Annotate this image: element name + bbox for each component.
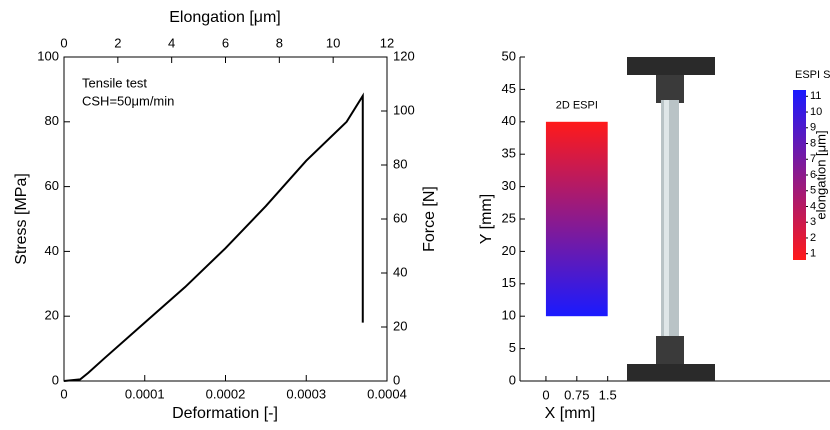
colorbar-tick-label: 11	[810, 90, 821, 102]
colorbar-title: ESPI Scale	[795, 69, 830, 81]
y-tick-label: 60	[45, 178, 59, 193]
y-tick-label: 20	[502, 243, 516, 258]
x2-tick-label: 6	[222, 35, 229, 50]
x2-title: Elongation [μm]	[169, 9, 281, 26]
y-title: Stress [MPa]	[13, 173, 30, 265]
colorbar-tick-label: 1	[810, 248, 816, 260]
x2-tick-label: 2	[114, 35, 121, 50]
x-tick-label: 0.0004	[367, 386, 407, 401]
x2-tick-label: 4	[168, 35, 175, 50]
y-tick-label: 20	[45, 308, 59, 323]
y-tick-label: 80	[45, 113, 59, 128]
x-tick-label: 1.5	[599, 387, 617, 402]
y-tick-label: 15	[502, 275, 516, 290]
colorbar-tick-label: 9	[810, 122, 816, 134]
y-tick-label: 0	[509, 372, 516, 387]
y-tick-label: 5	[509, 340, 516, 355]
x2-tick-label: 8	[276, 35, 283, 50]
data-line	[63, 92, 364, 382]
y2-tick-label: 0	[393, 372, 400, 387]
y2-tick-label: 120	[393, 48, 415, 63]
y-tick-label: 10	[502, 308, 516, 323]
colorbar-tick-label: 4	[810, 200, 816, 212]
x-tick-label: 0	[60, 386, 67, 401]
y-tick-label: 35	[502, 146, 516, 161]
y-tick-label: 30	[502, 178, 516, 193]
x-tick-label: 0.0002	[206, 386, 246, 401]
y-tick-label: 25	[502, 210, 516, 225]
espi-region	[545, 121, 608, 317]
y2-tick-label: 60	[393, 210, 407, 225]
y-title: Y [mm]	[478, 194, 495, 244]
y-tick-label: 100	[37, 48, 59, 63]
x-title: X [mm]	[545, 405, 596, 422]
y2-tick-label: 40	[393, 264, 407, 279]
y2-tick-label: 20	[393, 318, 407, 333]
y-tick-label: 45	[502, 81, 516, 96]
y-tick-label: 40	[502, 113, 516, 128]
x-tick-label: 0.75	[564, 387, 589, 402]
x-title: Deformation [-]	[172, 405, 278, 422]
colorbar-tick-label: 5	[810, 185, 816, 197]
x2-tick-label: 0	[60, 35, 67, 50]
x-tick-label: 0.0003	[286, 386, 326, 401]
x-tick-label: 0	[542, 387, 549, 402]
annotation: CSH=50μm/min	[82, 93, 174, 108]
specimen-photo	[627, 57, 715, 381]
colorbar-tick-label: 2	[810, 232, 816, 244]
y-tick-label: 50	[502, 48, 516, 63]
y2-tick-label: 80	[393, 156, 407, 171]
x2-tick-label: 10	[326, 35, 340, 50]
colorbar-tick-label: 8	[810, 137, 816, 149]
y2-title: Force [N]	[421, 186, 438, 252]
colorbar-label: elongation [μm]	[813, 130, 828, 219]
x-tick-label: 0.0001	[125, 386, 165, 401]
y-tick-label: 40	[45, 243, 59, 258]
colorbar-tick-label: 6	[810, 169, 816, 181]
y2-tick-label: 100	[393, 102, 415, 117]
x2-tick-label: 12	[380, 35, 394, 50]
colorbar	[793, 90, 806, 260]
colorbar-tick-label: 10	[810, 106, 822, 118]
y-tick-label: 0	[52, 372, 59, 387]
colorbar-tick-label: 3	[810, 216, 816, 228]
annotation: Tensile test	[82, 75, 147, 90]
colorbar-tick-label: 7	[810, 153, 816, 165]
region-label: 2D ESPI	[556, 100, 598, 112]
